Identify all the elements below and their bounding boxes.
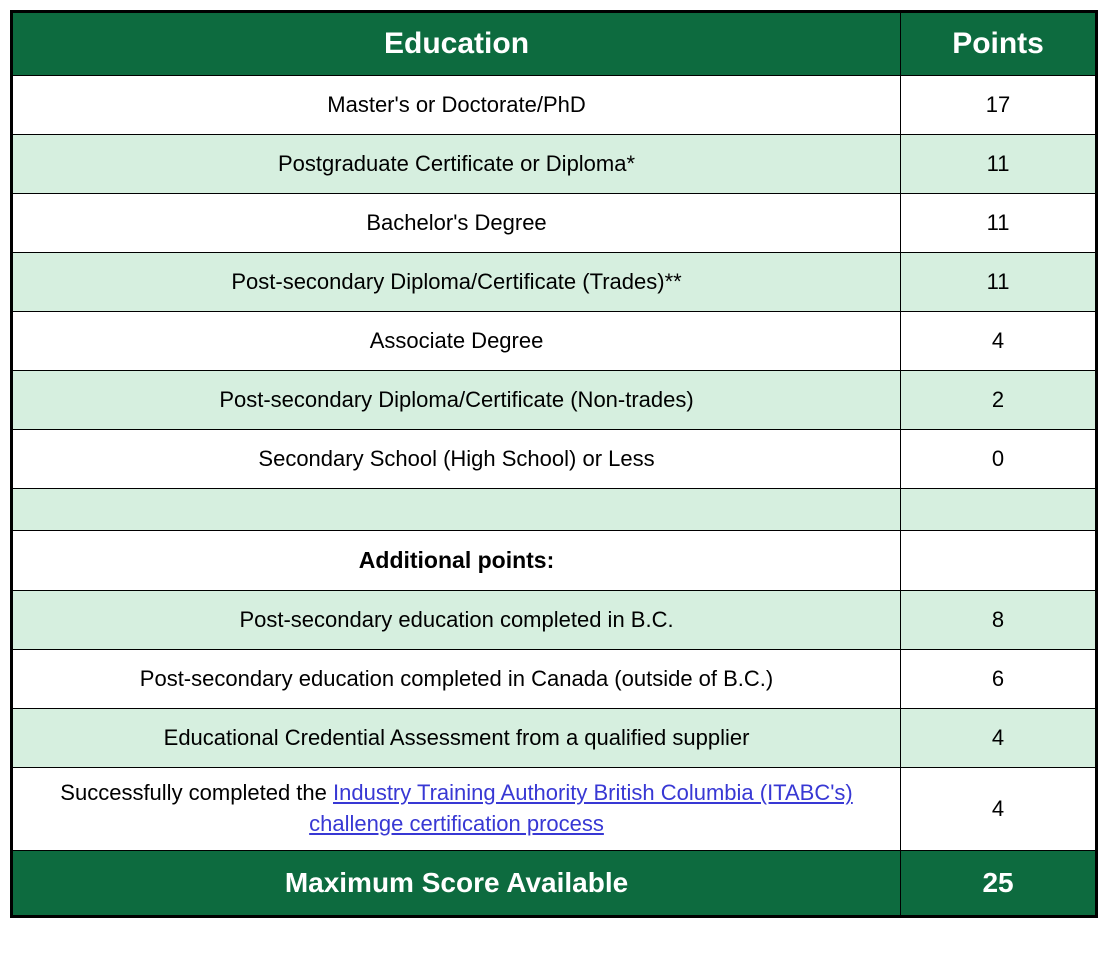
additional-points-empty	[901, 531, 1096, 591]
education-level: Postgraduate Certificate or Diploma*	[13, 135, 901, 194]
table-row: Secondary School (High School) or Less0	[13, 430, 1096, 489]
itabc-link[interactable]: Industry Training Authority British Colu…	[309, 780, 853, 836]
education-points-table: Education Points Master's or Doctorate/P…	[10, 10, 1098, 918]
education-level: Post-secondary Diploma/Certificate (Non-…	[13, 371, 901, 430]
table-row: Post-secondary education completed in B.…	[13, 591, 1096, 650]
additional-label: Post-secondary education completed in B.…	[13, 591, 901, 650]
additional-label: Post-secondary education completed in Ca…	[13, 650, 901, 709]
points-value: 0	[901, 430, 1096, 489]
points-value: 2	[901, 371, 1096, 430]
table-row: Master's or Doctorate/PhD17	[13, 76, 1096, 135]
header-education: Education	[13, 13, 901, 76]
education-level: Post-secondary Diploma/Certificate (Trad…	[13, 253, 901, 312]
table-row: Associate Degree4	[13, 312, 1096, 371]
additional-points-label: Additional points:	[13, 531, 901, 591]
education-level: Associate Degree	[13, 312, 901, 371]
table-row: Educational Credential Assessment from a…	[13, 709, 1096, 768]
additional-points: 8	[901, 591, 1096, 650]
points-value: 11	[901, 194, 1096, 253]
table-row: Post-secondary education completed in Ca…	[13, 650, 1096, 709]
footer-row: Maximum Score Available 25	[13, 850, 1096, 915]
itabc-label: Successfully completed the Industry Trai…	[13, 768, 901, 851]
additional-label: Educational Credential Assessment from a…	[13, 709, 901, 768]
footer-points: 25	[901, 850, 1096, 915]
table-row: Bachelor's Degree11	[13, 194, 1096, 253]
table-row: Post-secondary Diploma/Certificate (Trad…	[13, 253, 1096, 312]
education-level: Secondary School (High School) or Less	[13, 430, 901, 489]
empty-separator-row	[13, 489, 1096, 531]
education-level: Master's or Doctorate/PhD	[13, 76, 901, 135]
additional-points: 6	[901, 650, 1096, 709]
points-value: 4	[901, 312, 1096, 371]
table-header-row: Education Points	[13, 13, 1096, 76]
points-value: 17	[901, 76, 1096, 135]
footer-label: Maximum Score Available	[13, 850, 901, 915]
header-points: Points	[901, 13, 1096, 76]
table-row: Post-secondary Diploma/Certificate (Non-…	[13, 371, 1096, 430]
itabc-points: 4	[901, 768, 1096, 851]
education-level: Bachelor's Degree	[13, 194, 901, 253]
additional-points: 4	[901, 709, 1096, 768]
additional-points-header-row: Additional points:	[13, 531, 1096, 591]
points-table: Education Points Master's or Doctorate/P…	[12, 12, 1096, 916]
points-value: 11	[901, 135, 1096, 194]
itabc-row: Successfully completed the Industry Trai…	[13, 768, 1096, 851]
points-value: 11	[901, 253, 1096, 312]
itabc-prefix: Successfully completed the	[60, 780, 333, 805]
table-row: Postgraduate Certificate or Diploma*11	[13, 135, 1096, 194]
